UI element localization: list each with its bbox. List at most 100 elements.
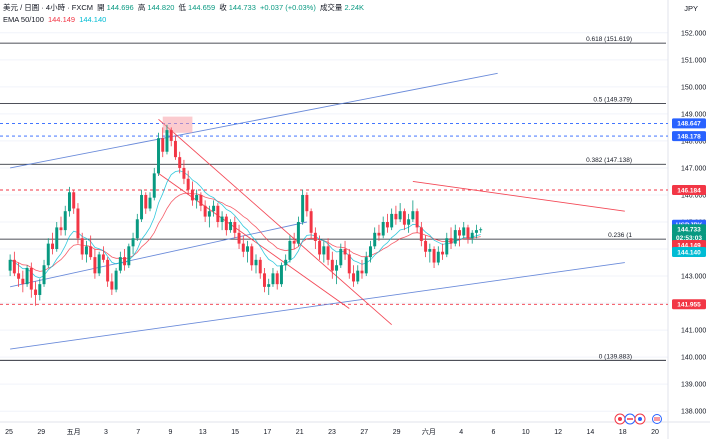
candle: [123, 249, 127, 271]
time-axis: 25 29 五月 3 7 9 13 15 17 21 23 27 29 六月 4 6 10 12 14 18 20: [5, 427, 659, 436]
candle-body: [445, 238, 449, 255]
candle: [292, 232, 296, 250]
indicator-header[interactable]: EMA 50/100 144.149 144.140: [3, 15, 108, 24]
price-badge-text: 144.733: [677, 227, 701, 234]
candle: [135, 213, 139, 241]
candle-body: [8, 259, 12, 271]
candle: [148, 192, 152, 212]
candle-body: [271, 273, 275, 285]
candle: [394, 205, 398, 225]
candle: [445, 232, 449, 258]
candle: [275, 270, 279, 290]
candle-body: [29, 267, 33, 290]
price-tick-label: 149.000: [681, 111, 706, 118]
candle: [377, 224, 381, 241]
candle: [12, 251, 16, 277]
high-label: 高: [137, 3, 146, 12]
price-badge: 141.955: [672, 299, 706, 310]
candle: [84, 240, 88, 263]
upper-channel-line: [10, 72, 498, 169]
event-flag-icon[interactable]: [614, 413, 652, 427]
candle: [140, 189, 144, 222]
candle-body: [84, 246, 88, 255]
indicator-name[interactable]: EMA 50/100: [3, 15, 44, 24]
low-label: 低: [178, 3, 187, 12]
price-tick-label: 146.000: [681, 192, 706, 199]
candle: [326, 238, 330, 266]
price-badge-bg: [672, 247, 706, 257]
candle-body: [80, 238, 84, 255]
time-tick-label: 14: [587, 429, 595, 436]
currency-label: JPY: [684, 4, 698, 13]
candle: [254, 254, 258, 274]
candle-body: [169, 130, 173, 141]
low-value: 144.659: [188, 3, 216, 12]
event-flag-us-icon[interactable]: [652, 413, 662, 427]
candle-body: [415, 211, 419, 228]
time-tick-label: 15: [231, 429, 239, 436]
candle-body: [140, 194, 144, 220]
candle: [381, 216, 385, 239]
candle-body: [394, 213, 398, 220]
candle-body: [284, 259, 288, 266]
candle-body: [339, 249, 343, 266]
ema-slow-value: 144.149: [47, 15, 76, 24]
candle: [385, 213, 389, 233]
price-badge-bg: [672, 185, 706, 195]
candle-body: [203, 205, 207, 217]
time-tick-label: 17: [264, 429, 272, 436]
candle-body: [148, 197, 152, 209]
candle-body: [466, 227, 470, 239]
candle-body: [224, 216, 228, 231]
candle-body: [199, 194, 203, 206]
candle-body: [330, 259, 334, 271]
candle: [449, 227, 453, 250]
candle-body: [470, 232, 474, 239]
candle-body: [216, 205, 220, 222]
candle-body: [474, 230, 478, 233]
candle: [436, 246, 440, 266]
candle-body: [220, 216, 224, 222]
candle: [233, 216, 237, 239]
price-badge-text: 02:53:03: [676, 235, 702, 242]
candle-body: [356, 270, 360, 282]
candle-body: [233, 222, 237, 233]
candle-body: [12, 259, 16, 274]
candle-body: [135, 219, 139, 239]
candle-body: [186, 178, 190, 190]
symbol-title[interactable]: 美元 / 日圓 · 4小時 · FXCM: [3, 3, 93, 12]
candle-body: [182, 167, 186, 179]
candle-body: [229, 222, 233, 231]
candle: [356, 265, 360, 285]
candle-body: [326, 246, 330, 260]
candle-body: [106, 259, 110, 282]
time-tick-label: 6: [492, 429, 496, 436]
candle: [432, 246, 436, 268]
candle-body: [144, 194, 148, 209]
candle: [470, 230, 474, 244]
candle: [368, 240, 372, 263]
candle-body: [449, 238, 453, 244]
candle: [199, 192, 203, 212]
open-label: 開: [97, 3, 105, 12]
candle: [428, 243, 432, 263]
price-tick-label: 141.000: [681, 328, 706, 335]
price-tick-label: 140.000: [681, 355, 706, 362]
candle: [335, 259, 339, 285]
candle-body: [25, 267, 29, 285]
candle: [284, 254, 288, 271]
price-tick-label: 150.000: [681, 84, 706, 91]
candle: [458, 227, 461, 247]
time-tick-label: 3: [104, 429, 108, 436]
candle-body: [458, 230, 461, 236]
candle-body: [279, 265, 283, 285]
candle: [207, 205, 211, 228]
candle-body: [42, 265, 46, 285]
candle: [97, 251, 101, 277]
symbol-header: 美元 / 日圓 · 4小時 · FXCM 開 144.696 高 144.820 低…: [3, 2, 366, 13]
candle: [237, 224, 241, 250]
price-tick-label: 138.000: [681, 409, 706, 416]
